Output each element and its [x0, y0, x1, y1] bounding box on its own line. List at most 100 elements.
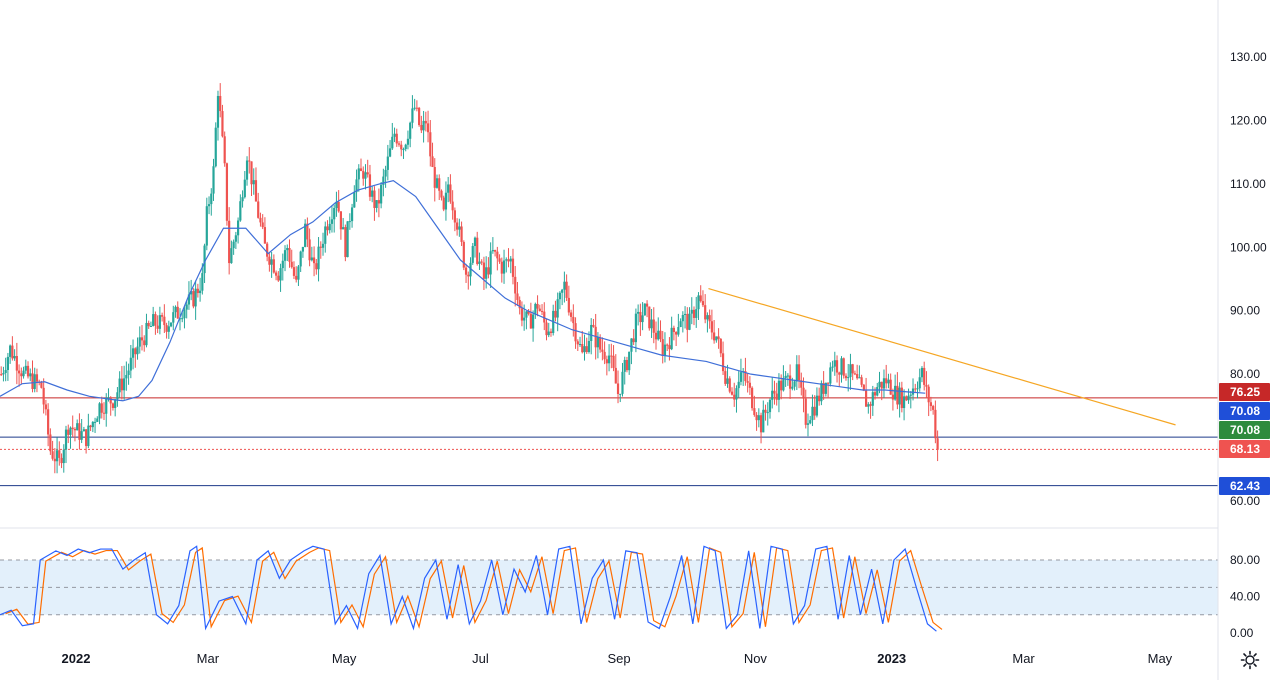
candle-body — [87, 425, 90, 447]
candle-body — [936, 438, 939, 450]
candle-body — [418, 107, 421, 126]
candle-body — [69, 427, 72, 435]
candle-body — [851, 364, 854, 374]
candle-body — [815, 395, 819, 416]
candle-body — [469, 262, 472, 277]
candle-body — [652, 319, 655, 333]
candle-body — [907, 395, 910, 401]
candle-body — [199, 290, 202, 294]
candle-body — [563, 281, 566, 290]
candle-body — [733, 394, 736, 400]
candle-body — [887, 379, 890, 384]
candle-body — [621, 371, 624, 394]
candle-body — [898, 387, 901, 405]
candle-body — [55, 450, 59, 462]
candle-body — [645, 303, 649, 307]
candle-body — [858, 377, 861, 379]
candle-body — [659, 330, 662, 340]
candle-body — [478, 261, 481, 264]
candle-body — [476, 237, 479, 264]
candle-body — [768, 399, 772, 413]
candle-body — [916, 388, 919, 390]
candle-body — [746, 381, 749, 383]
candle-body — [594, 326, 597, 348]
candle-body — [89, 425, 92, 428]
candle-body — [444, 192, 448, 210]
candle-body — [744, 371, 747, 382]
candle-body — [572, 316, 575, 324]
candle-body — [270, 259, 273, 265]
candle-body — [234, 235, 237, 242]
candle-body — [616, 383, 620, 394]
candle-body — [480, 261, 483, 263]
candle-body — [241, 197, 244, 202]
candle-body — [420, 125, 423, 131]
candle-body — [663, 344, 667, 356]
candle-body — [44, 404, 47, 410]
candle-body — [24, 365, 27, 371]
candle-body — [567, 297, 570, 313]
candle-body — [860, 377, 863, 385]
candle-body — [42, 387, 45, 405]
candle-body — [13, 356, 16, 359]
candle-body — [76, 423, 79, 431]
candle-body — [751, 387, 754, 409]
candle-body — [165, 325, 168, 332]
candle-body — [192, 291, 195, 307]
price-y-tick-label: 60.00 — [1230, 494, 1260, 508]
candle-body — [838, 372, 841, 375]
candle-body — [900, 387, 903, 409]
candle-body — [784, 375, 787, 379]
candle-body — [766, 412, 769, 414]
candle-body — [449, 184, 452, 202]
candle-body — [216, 95, 220, 128]
candle-body — [902, 396, 906, 409]
candle-body — [31, 373, 34, 390]
candle-body — [33, 374, 36, 390]
moving-average-line — [0, 180, 926, 402]
candle-body — [0, 374, 3, 376]
candle-body — [317, 246, 320, 270]
candle-body — [467, 274, 470, 277]
candle-body — [775, 393, 778, 400]
candle-body — [628, 351, 631, 371]
candle-body — [867, 404, 870, 407]
candle-body — [335, 201, 338, 208]
candle-body — [735, 388, 738, 400]
candle-body — [494, 250, 497, 252]
candle-body — [346, 221, 349, 258]
candle-body — [295, 275, 298, 280]
candle-body — [764, 409, 767, 413]
candle-body — [315, 263, 318, 270]
candle-body — [451, 201, 454, 211]
candle-body — [147, 322, 150, 327]
candle-body — [710, 321, 713, 333]
candle-body — [878, 381, 881, 388]
x-tick-label: Nov — [744, 651, 768, 666]
candle-body — [442, 197, 445, 210]
candle-body — [169, 322, 173, 327]
candle-body — [826, 382, 830, 384]
candle-body — [592, 324, 595, 327]
candle-body — [630, 338, 633, 352]
candle-body — [715, 336, 718, 341]
candle-body — [348, 221, 351, 223]
candle-body — [822, 383, 825, 394]
candle-body — [558, 292, 562, 300]
candle-body — [252, 180, 255, 185]
candle-body — [876, 387, 879, 396]
candle-body — [299, 251, 302, 267]
candle-body — [482, 262, 486, 279]
x-tick-label: 2023 — [877, 651, 906, 666]
gear-icon[interactable] — [1240, 650, 1260, 670]
candle-body — [932, 406, 935, 410]
candle-body — [719, 338, 722, 354]
candle-body — [523, 317, 526, 321]
candle-body — [670, 327, 673, 350]
candle-body — [496, 251, 499, 259]
candle-body — [666, 344, 669, 346]
candle-body — [174, 306, 177, 313]
candle-body — [373, 190, 376, 208]
candle-body — [914, 388, 917, 390]
